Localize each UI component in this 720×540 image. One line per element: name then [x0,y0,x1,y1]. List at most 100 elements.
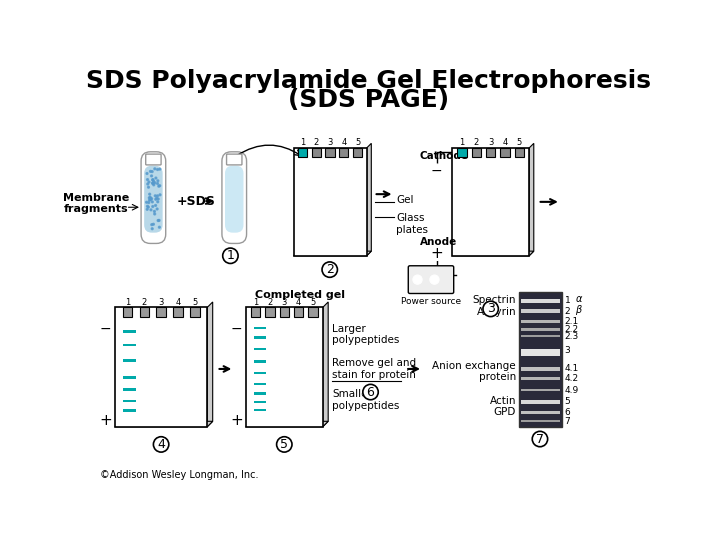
Bar [253,336,266,339]
Circle shape [148,199,150,201]
Text: 4: 4 [503,138,508,147]
Circle shape [152,206,153,207]
Bar [521,367,560,372]
Polygon shape [529,143,534,256]
Text: +: + [99,413,112,428]
Bar [253,401,266,403]
Circle shape [145,201,148,203]
Circle shape [413,275,422,284]
FancyBboxPatch shape [225,166,243,233]
Circle shape [159,194,161,195]
Bar [174,307,183,316]
Text: 4: 4 [176,298,181,307]
Circle shape [99,322,112,336]
Bar [515,148,524,157]
Text: 2.3: 2.3 [564,332,579,341]
Text: 5: 5 [310,298,315,307]
Text: Actin: Actin [490,396,516,406]
Circle shape [146,173,148,174]
Bar [122,344,137,346]
Circle shape [157,180,159,182]
Text: 4: 4 [341,138,346,147]
Text: 7: 7 [564,417,570,426]
Text: 2: 2 [564,307,570,315]
Circle shape [153,211,156,212]
Text: 3: 3 [328,138,333,147]
Text: 2: 2 [325,263,333,276]
Text: 4.1: 4.1 [564,364,579,374]
Circle shape [157,198,159,200]
Text: 2.1: 2.1 [564,318,579,326]
Circle shape [154,213,156,215]
Bar [122,409,137,411]
Circle shape [430,275,439,284]
Bar [294,148,366,256]
Text: SDS Polyacrylamide Gel Electrophoresis: SDS Polyacrylamide Gel Electrophoresis [86,69,652,93]
Circle shape [230,322,243,336]
Bar [122,330,137,333]
Text: −: − [100,322,112,336]
Circle shape [150,224,153,226]
Text: Gel: Gel [396,195,413,205]
Text: 5: 5 [564,397,570,406]
Bar [472,148,481,157]
Circle shape [155,198,157,200]
Text: Spectrin: Spectrin [472,295,516,305]
Polygon shape [452,251,534,256]
Bar [253,327,266,329]
Bar [253,348,266,350]
Text: 4.9: 4.9 [564,386,579,395]
Text: 1: 1 [564,296,570,305]
Text: 7: 7 [536,433,544,446]
Circle shape [148,206,149,208]
Circle shape [149,198,151,200]
Bar [122,376,137,379]
Circle shape [149,193,150,195]
Bar [140,307,149,316]
Circle shape [148,201,150,204]
Text: 3: 3 [487,302,495,315]
Text: 2: 2 [142,298,147,307]
Circle shape [151,201,153,203]
Polygon shape [323,302,328,427]
Bar [298,148,307,157]
Bar [308,307,318,316]
Circle shape [147,179,148,180]
Circle shape [150,199,152,200]
Text: 3: 3 [488,138,493,147]
Circle shape [147,183,148,185]
Bar [265,307,274,316]
Bar [339,148,348,157]
Circle shape [156,195,158,197]
Text: 3: 3 [564,346,570,355]
Text: +: + [431,246,443,261]
Circle shape [150,198,153,200]
Circle shape [152,179,154,180]
Text: 1: 1 [253,298,258,307]
Text: Anion exchange
protein: Anion exchange protein [433,361,516,382]
Bar [452,148,529,256]
Bar [251,307,260,316]
Bar [521,299,560,302]
Polygon shape [246,421,328,427]
Text: 5: 5 [517,138,522,147]
FancyBboxPatch shape [141,152,166,244]
Bar [325,148,335,157]
Text: α: α [575,294,582,305]
Text: Larger
polypeptides: Larger polypeptides [332,323,400,345]
Circle shape [154,195,156,197]
Circle shape [153,184,155,186]
Bar [122,307,132,316]
Text: Remove gel and
stain for protein: Remove gel and stain for protein [332,358,416,380]
Bar [521,400,560,404]
Circle shape [430,164,444,178]
Polygon shape [294,251,372,256]
FancyBboxPatch shape [227,154,242,165]
Circle shape [149,197,151,198]
Bar [353,148,362,157]
Circle shape [430,247,444,260]
Circle shape [276,437,292,452]
Text: Glass
plates: Glass plates [396,213,428,235]
Bar [521,389,560,392]
Text: Power source: Power source [400,296,461,306]
